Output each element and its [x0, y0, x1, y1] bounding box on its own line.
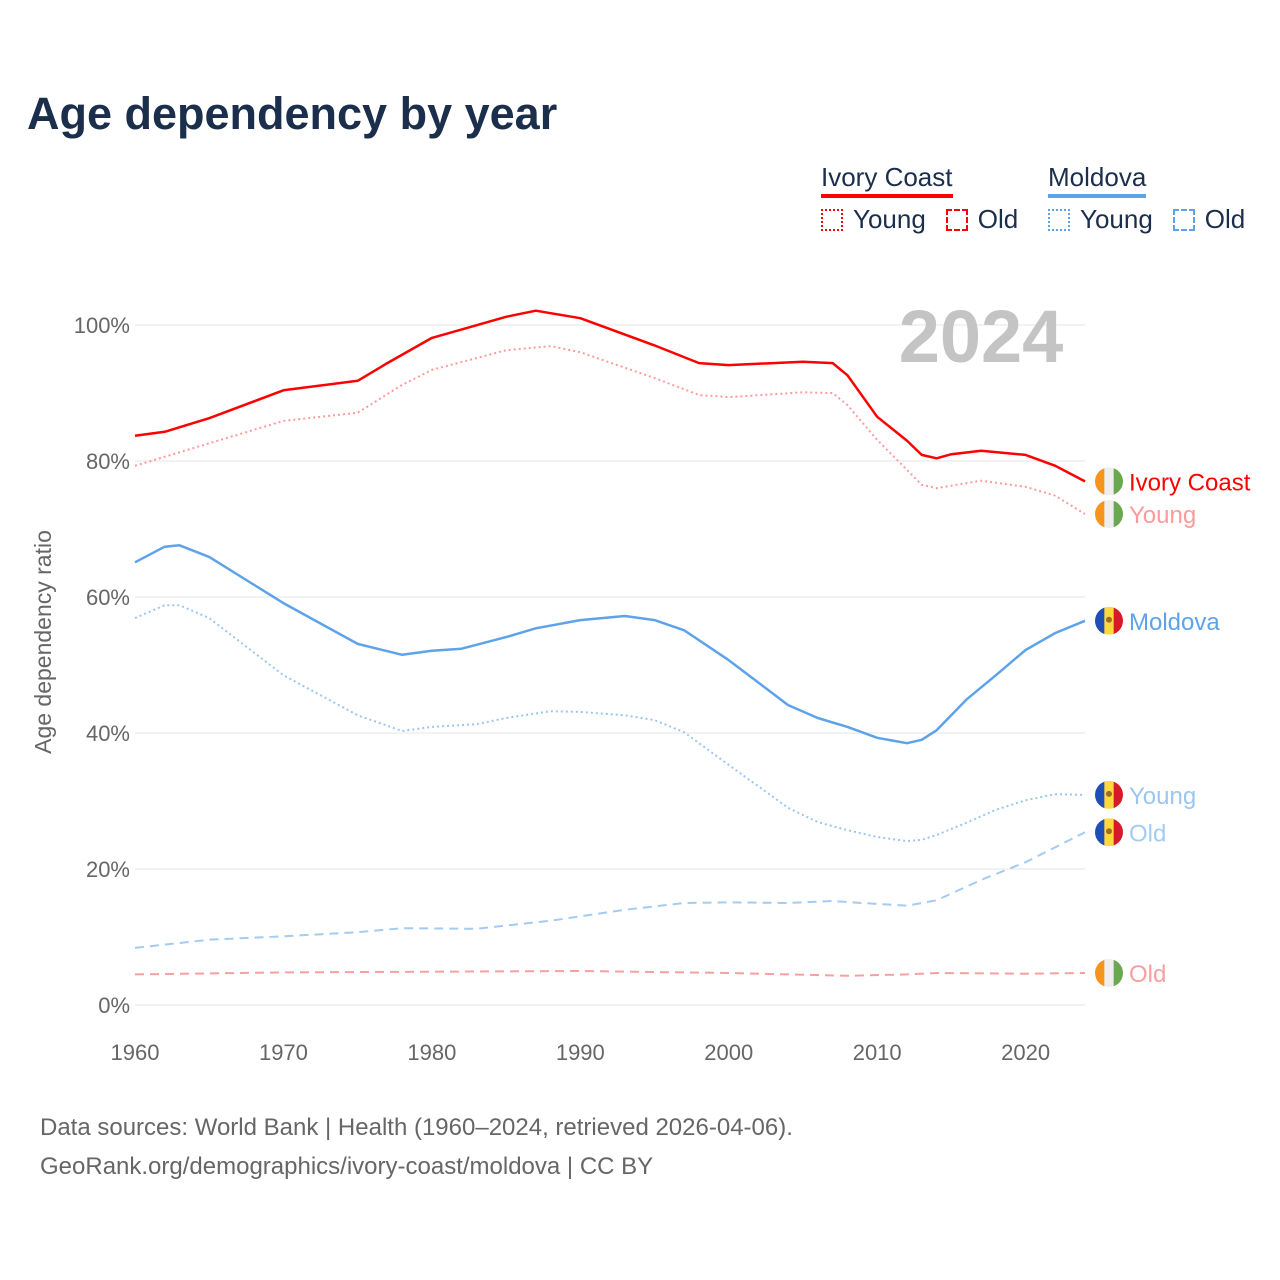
- x-tick-label: 2010: [853, 1040, 902, 1065]
- country-flag-icon: [1095, 467, 1123, 496]
- flag-stripe: [1113, 818, 1123, 847]
- flag-emblem: [1106, 790, 1112, 797]
- flag-emblem: [1106, 828, 1112, 835]
- flag-stripe: [1113, 606, 1123, 635]
- source-note: Data sources: World Bank | Health (1960–…: [40, 1108, 793, 1186]
- flag-stripe: [1095, 780, 1105, 809]
- legend-ivory-coast[interactable]: Ivory Coast Young Old: [821, 162, 1018, 235]
- x-tick-label: 1960: [111, 1040, 160, 1065]
- country-flag-icon: [1095, 780, 1123, 809]
- country-flag-icon: [1095, 818, 1123, 847]
- end-label: Young: [1129, 783, 1196, 810]
- legend-old-label: Old: [977, 204, 1019, 234]
- dotted-swatch-icon: [1048, 208, 1070, 231]
- flag-stripe: [1104, 500, 1115, 529]
- year-watermark: 2024: [899, 295, 1064, 378]
- dotted-swatch-icon: [821, 208, 843, 231]
- country-flag-icon: [1095, 959, 1123, 988]
- x-tick-label: 1990: [556, 1040, 605, 1065]
- series-line-moldova: [134, 544, 1086, 745]
- y-tick-label: 100%: [74, 313, 130, 338]
- legend-young-label: Young: [1080, 204, 1153, 234]
- flag-emblem: [1106, 616, 1112, 623]
- series-line-moldova-young: [134, 604, 1086, 843]
- x-tick-label: 2000: [704, 1040, 753, 1065]
- flag-stripe: [1113, 780, 1123, 809]
- y-tick-label: 80%: [86, 449, 130, 474]
- dashed-swatch-icon: [945, 208, 968, 231]
- end-label: Old: [1129, 961, 1166, 988]
- legend-moldova[interactable]: Moldova Young Old: [1048, 162, 1245, 235]
- flag-stripe: [1104, 959, 1115, 988]
- flag-stripe: [1113, 500, 1123, 529]
- flag-stripe: [1095, 500, 1105, 529]
- source-url[interactable]: GeoRank.org/demographics/ivory-coast/mol…: [40, 1153, 654, 1180]
- dashed-swatch-icon: [1172, 208, 1195, 231]
- flag-stripe: [1113, 959, 1123, 988]
- x-tick-label: 1970: [259, 1040, 308, 1065]
- flag-stripe: [1095, 467, 1105, 496]
- series-line-ivory-coast: [134, 309, 1086, 483]
- y-axis-label: Age dependency ratio: [30, 530, 56, 754]
- chart-title: Age dependency by year: [27, 88, 558, 139]
- legend-old-label: Old: [1204, 204, 1246, 234]
- y-tick-label: 60%: [86, 585, 130, 610]
- flag-stripe: [1104, 467, 1115, 496]
- end-label: Ivory Coast: [1129, 469, 1251, 496]
- x-tick-label: 2020: [1001, 1040, 1050, 1065]
- series-line-ivory-coast-young: [134, 345, 1086, 515]
- end-label: Moldova: [1129, 609, 1220, 636]
- legend-country-label: Ivory Coast: [821, 162, 953, 198]
- series-line-moldova-old: [134, 831, 1086, 949]
- y-tick-label: 20%: [86, 857, 130, 882]
- flag-stripe: [1113, 467, 1123, 496]
- legend-young-label: Young: [853, 204, 926, 234]
- flag-stripe: [1095, 606, 1105, 635]
- country-flag-icon: [1095, 500, 1123, 529]
- flag-stripe: [1095, 959, 1105, 988]
- end-label: Young: [1129, 502, 1196, 529]
- y-tick-label: 40%: [86, 721, 130, 746]
- flag-stripe: [1095, 818, 1105, 847]
- source-line: Data sources: World Bank | Health (1960–…: [40, 1114, 793, 1141]
- x-tick-label: 1980: [407, 1040, 456, 1065]
- legend-country-label: Moldova: [1048, 162, 1147, 198]
- country-flag-icon: [1095, 606, 1123, 635]
- y-tick-label: 0%: [98, 993, 130, 1018]
- series-line-ivory-coast-old: [134, 970, 1086, 977]
- end-label: Old: [1129, 820, 1166, 847]
